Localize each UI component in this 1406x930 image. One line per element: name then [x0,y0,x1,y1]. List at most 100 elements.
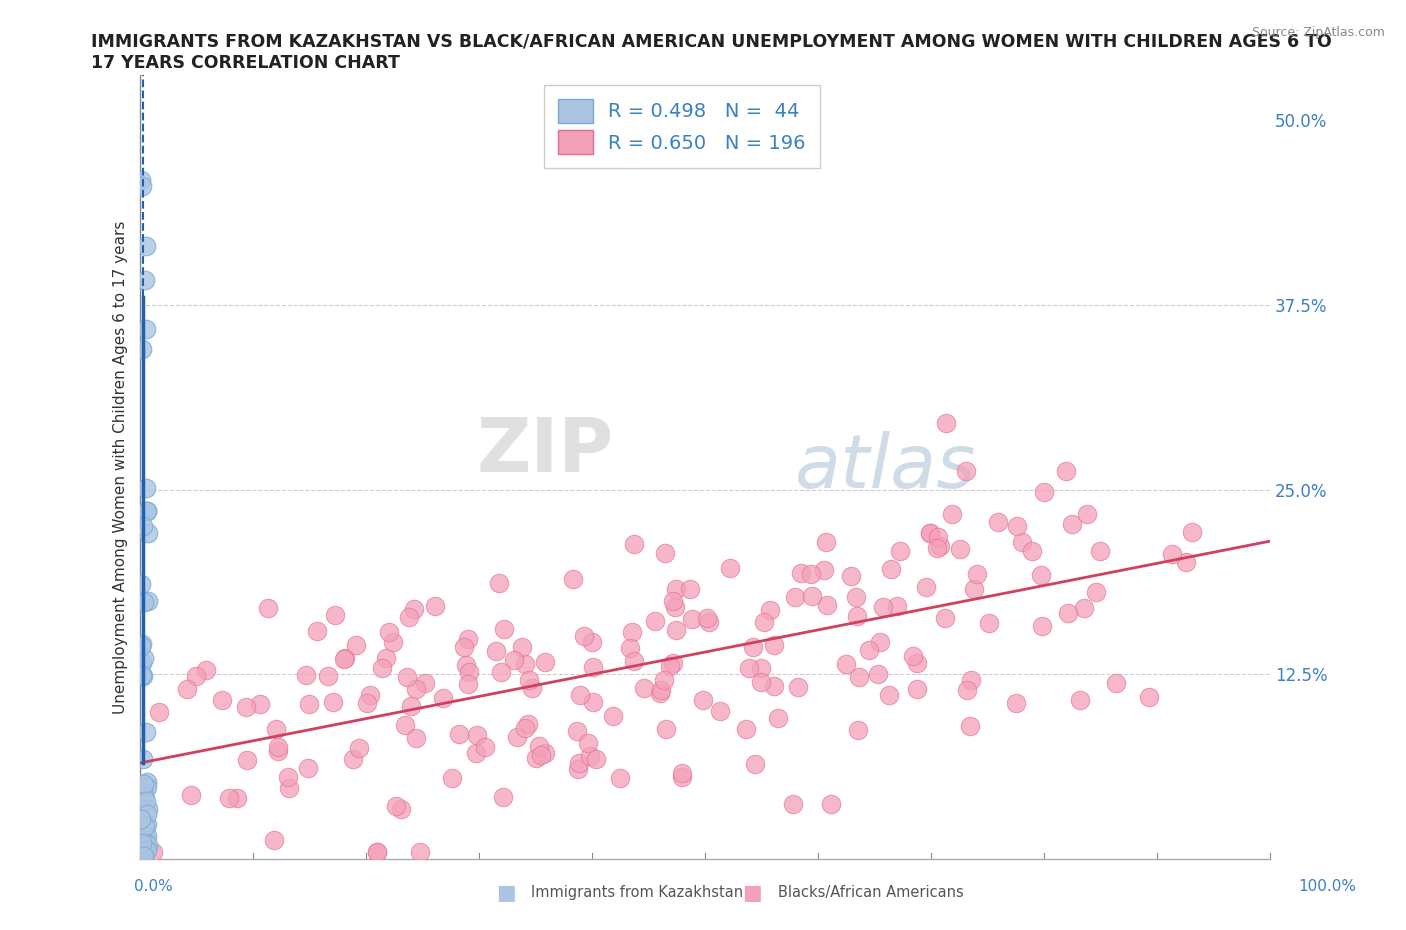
Point [510,639,533,654]
Point [585,751,607,766]
Point [692,693,714,708]
Point [565,724,588,738]
Point [524,751,547,765]
Point [920,525,942,540]
Point [1160,546,1182,561]
Point [766,711,789,725]
Point [569,687,592,702]
Point [697,615,720,630]
Point [132,784,155,799]
Point [347,740,370,755]
Point [956,683,979,698]
Point [457,676,479,691]
Point [648,686,671,701]
Point [391,802,413,817]
Point [218,790,240,805]
Point [333,651,356,666]
Point [987,515,1010,530]
Point [129,639,152,654]
Point [582,695,605,710]
Point [129,812,152,827]
Point [131,656,153,671]
Point [226,790,249,805]
Point [955,463,977,478]
Point [132,777,155,791]
Point [132,669,155,684]
Point [134,848,156,863]
Point [927,529,949,544]
Point [131,835,153,850]
Text: 100.0%: 100.0% [1299,879,1357,894]
Point [522,681,544,696]
Point [1073,601,1095,616]
Point [519,672,541,687]
Point [129,800,152,815]
Point [576,736,599,751]
Point [1054,464,1077,479]
Point [567,762,589,777]
Point [845,590,868,604]
Text: IMMIGRANTS FROM KAZAKHSTAN VS BLACK/AFRICAN AMERICAN UNEMPLOYMENT AMONG WOMEN WI: IMMIGRANTS FROM KAZAKHSTAN VS BLACK/AFRI… [91,33,1331,50]
Text: ■: ■ [496,883,516,903]
Point [782,797,804,812]
Point [465,745,488,760]
Point [664,600,686,615]
Point [264,721,287,736]
Point [394,717,416,732]
Point [869,635,891,650]
Point [488,576,510,591]
Point [180,788,202,803]
Point [135,481,157,496]
Point [903,648,925,663]
Point [134,651,156,666]
Point [432,691,454,706]
Point [527,738,550,753]
Point [581,634,603,649]
Point [305,623,328,638]
Point [1031,618,1053,633]
Point [277,770,299,785]
Point [135,829,157,844]
Point [652,672,675,687]
Point [474,739,496,754]
Point [456,658,478,672]
Point [754,615,776,630]
Point [966,566,988,581]
Point [135,239,157,254]
Point [866,667,889,682]
Point [257,600,280,615]
Point [839,569,862,584]
Point [135,322,157,337]
Point [1011,534,1033,549]
Point [759,603,782,618]
Point [579,749,602,764]
Point [789,566,811,581]
Point [323,607,346,622]
Point [425,598,447,613]
Point [457,631,479,646]
Y-axis label: Unemployment Among Women with Children Ages 6 to 17 years: Unemployment Among Women with Children A… [114,220,128,714]
Point [447,726,470,741]
Point [132,751,155,766]
Point [236,752,259,767]
Point [1069,692,1091,707]
Point [342,751,364,766]
Point [136,807,159,822]
Point [404,602,426,617]
Point [267,743,290,758]
Point [846,723,869,737]
Point [316,669,339,684]
Point [696,610,718,625]
Point [918,525,941,540]
Point [148,705,170,720]
Point [515,657,537,671]
Point [568,756,591,771]
Point [530,748,553,763]
Point [679,581,702,596]
Point [815,597,838,612]
Point [136,837,159,852]
Point [681,612,703,627]
Point [934,611,956,626]
Point [785,589,807,604]
Point [621,625,644,640]
